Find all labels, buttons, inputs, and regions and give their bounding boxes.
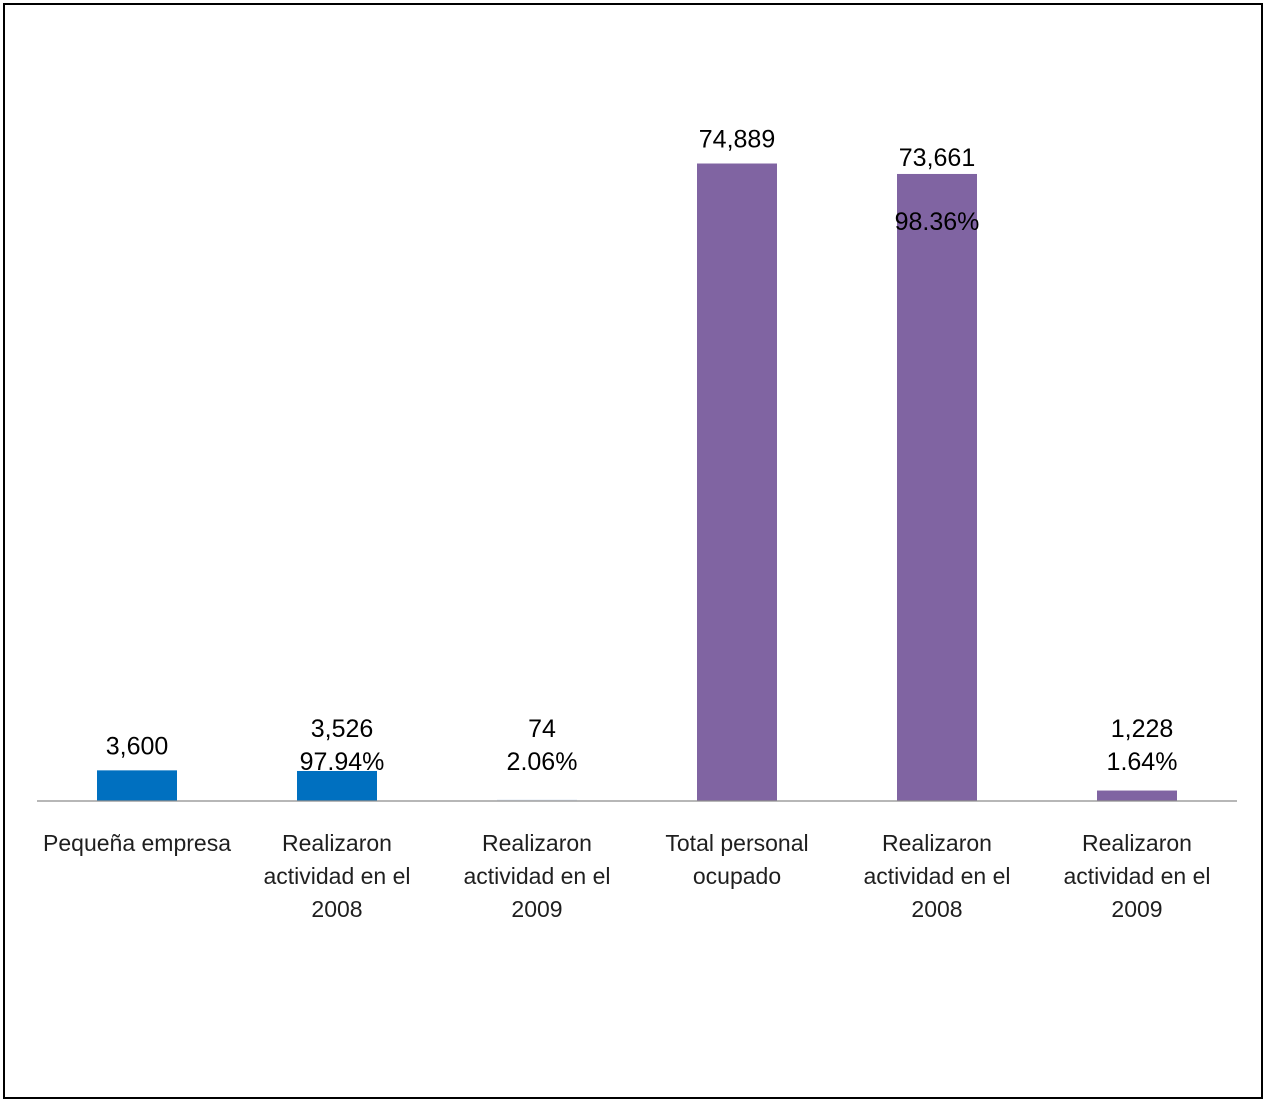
bar	[1097, 790, 1177, 801]
data-label: 74,889	[699, 126, 775, 154]
category-label: 2009	[511, 896, 562, 922]
category-label: 2009	[1111, 896, 1162, 922]
category-label: 2008	[311, 896, 362, 922]
category-label: Pequeña empresa	[43, 830, 231, 856]
chart-frame	[3, 3, 1263, 1099]
category-label: Realizaron	[482, 830, 592, 856]
data-label: 73,661	[899, 144, 975, 172]
bar	[297, 770, 377, 801]
category-label: Realizaron	[882, 830, 992, 856]
bar	[97, 770, 177, 801]
category-label: actividad en el	[863, 863, 1010, 889]
data-label: 74	[528, 715, 556, 743]
category-label: ocupado	[693, 863, 781, 889]
category-label: actividad en el	[463, 863, 610, 889]
category-label: Realizaron	[1082, 830, 1192, 856]
data-label: 3,526	[311, 715, 374, 743]
percent-label: 2.06%	[507, 748, 578, 776]
data-label: 3,600	[106, 732, 169, 760]
bar	[697, 163, 777, 801]
bar	[497, 799, 577, 801]
percent-label: 98.36%	[895, 208, 980, 236]
category-label: 2008	[911, 896, 962, 922]
percent-label: 1.64%	[1107, 748, 1178, 776]
category-label: actividad en el	[1063, 863, 1210, 889]
data-label: 1,228	[1111, 715, 1174, 743]
category-label: Realizaron	[282, 830, 392, 856]
percent-label: 97.94%	[300, 748, 385, 776]
bar	[897, 173, 977, 801]
category-label: actividad en el	[263, 863, 410, 889]
category-label: Total personal	[665, 830, 808, 856]
